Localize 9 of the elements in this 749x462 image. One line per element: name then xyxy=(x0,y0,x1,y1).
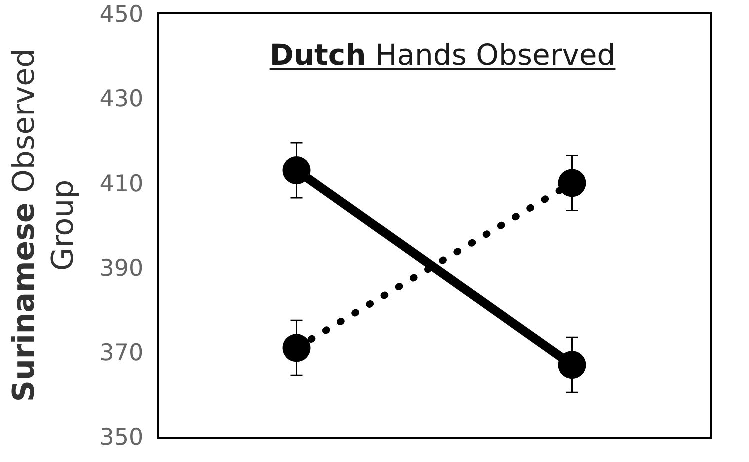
text: Dutch Hands Observed xyxy=(270,38,616,72)
y-tick-label: 410 xyxy=(100,171,144,198)
point xyxy=(282,334,311,362)
y-tick-label: 450 xyxy=(100,2,144,28)
y-tick-label: 350 xyxy=(100,425,144,452)
y-tick-label: 390 xyxy=(100,256,144,282)
y-tick-label: 370 xyxy=(100,340,144,366)
point xyxy=(558,169,586,198)
y-tick-label: 430 xyxy=(100,86,144,113)
